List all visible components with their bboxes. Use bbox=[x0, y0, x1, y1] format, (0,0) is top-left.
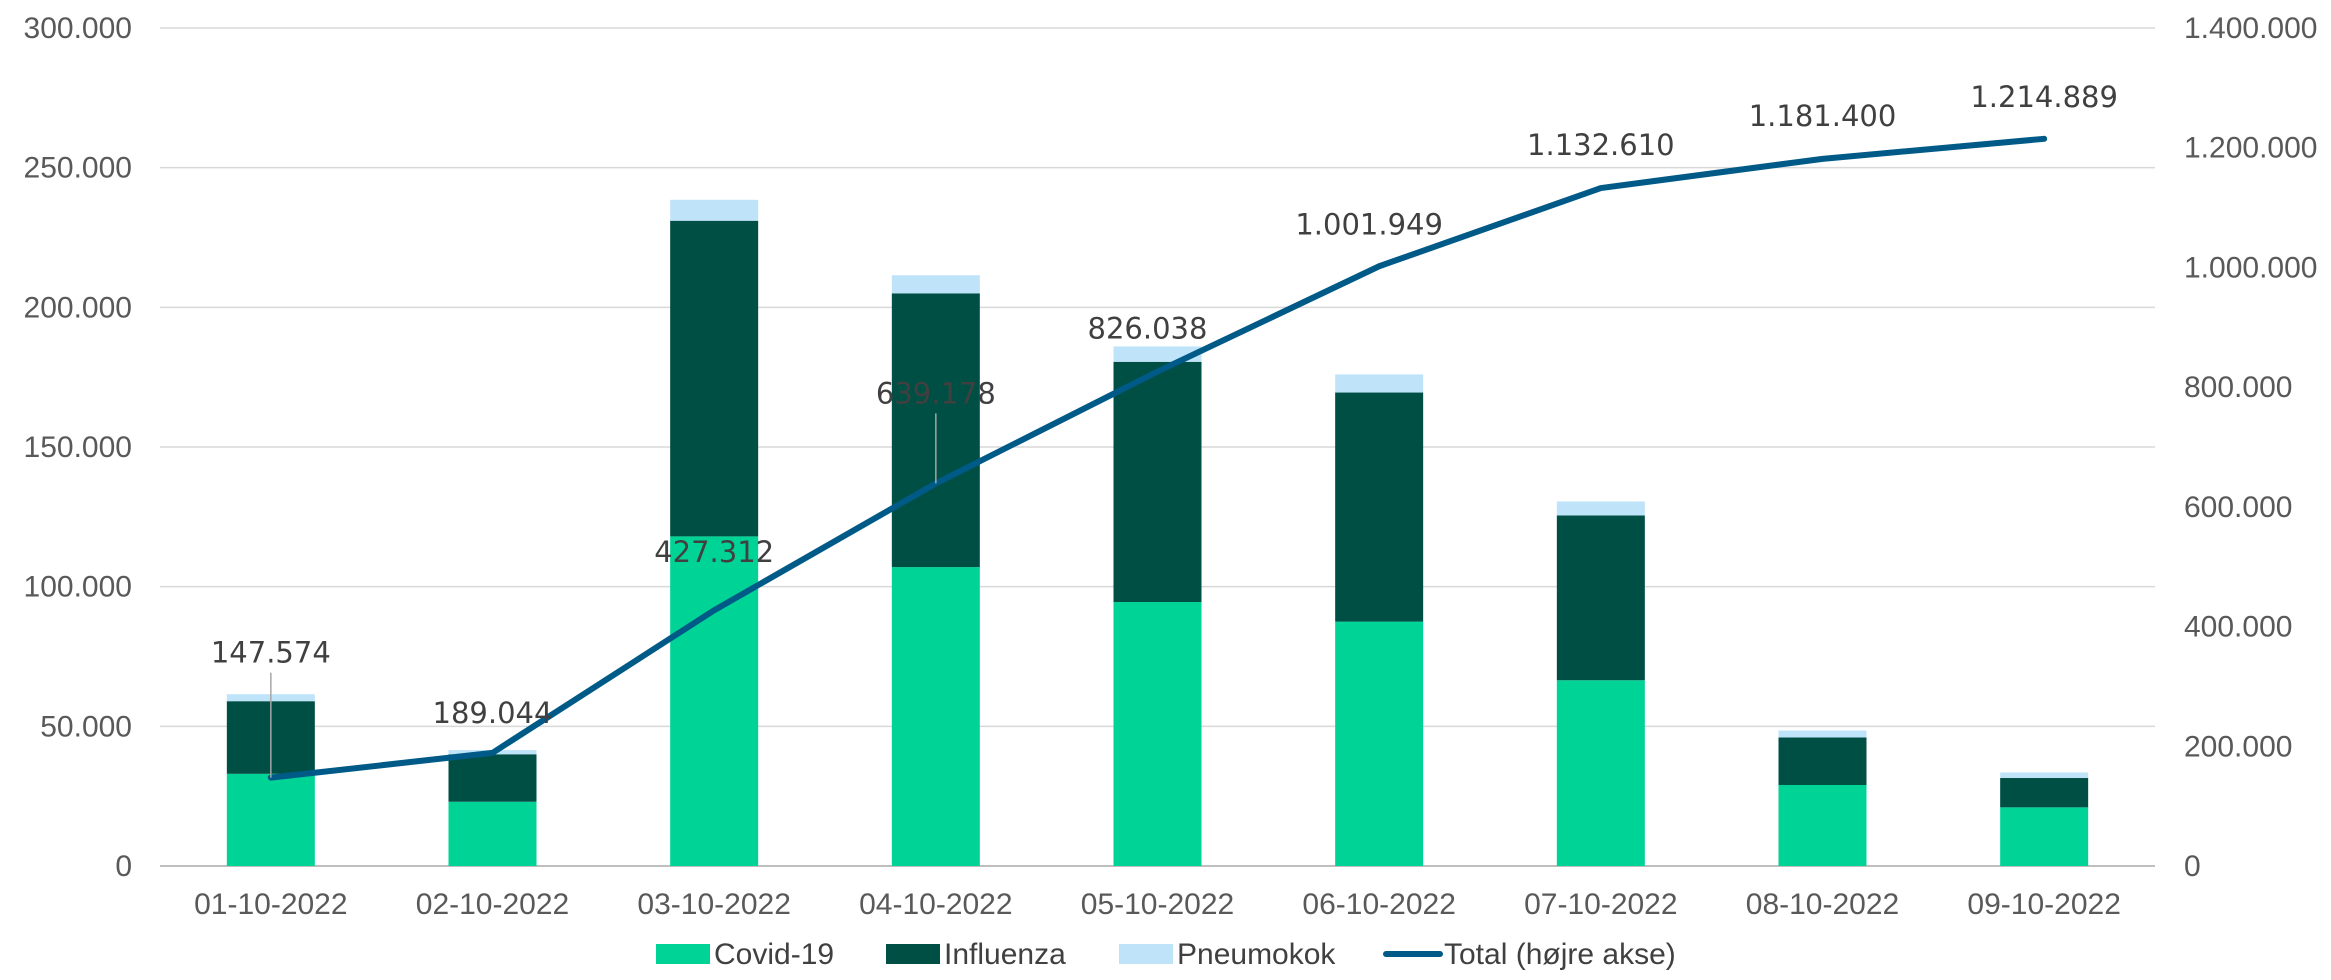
bar-covid-19 bbox=[1556, 680, 1645, 866]
bar-influenza bbox=[1778, 737, 1867, 785]
total-data-label: 1.214.889 bbox=[1970, 80, 2118, 114]
legend-swatch bbox=[886, 944, 940, 964]
legend-label: Total (højre akse) bbox=[1444, 938, 1676, 971]
bar-influenza bbox=[448, 754, 537, 802]
bar-pneumokok bbox=[2000, 772, 2089, 779]
left-tick-label: 150.000 bbox=[24, 431, 132, 464]
right-tick-label: 1.000.000 bbox=[2184, 251, 2317, 284]
right-tick-label: 1.200.000 bbox=[2184, 132, 2317, 165]
bar-covid-19 bbox=[1113, 602, 1202, 866]
x-axis-ticks: 01-10-2022 02-10-2022 03-10-2022 04-10-2022… bbox=[194, 888, 2121, 921]
x-tick-label: 02-10-2022 bbox=[416, 888, 569, 921]
total-data-label: 639.178 bbox=[876, 376, 996, 410]
total-line-layer bbox=[267, 135, 2048, 781]
legend-swatch bbox=[656, 944, 710, 964]
bar-pneumokok bbox=[1335, 374, 1424, 393]
x-tick-label: 06-10-2022 bbox=[1302, 888, 1455, 921]
right-tick-label: 600.000 bbox=[2184, 491, 2292, 524]
bar-influenza bbox=[1113, 361, 1202, 603]
bar-pneumokok bbox=[891, 275, 980, 294]
x-tick-label: 01-10-2022 bbox=[194, 888, 347, 921]
legend-swatch bbox=[1119, 944, 1173, 964]
x-tick-label: 03-10-2022 bbox=[637, 888, 790, 921]
bar-covid-19 bbox=[670, 536, 759, 866]
bar-influenza bbox=[2000, 778, 2089, 808]
total-line bbox=[267, 135, 2048, 781]
bar-influenza bbox=[1556, 515, 1645, 681]
right-tick-label: 1.400.000 bbox=[2184, 12, 2317, 45]
x-tick-label: 08-10-2022 bbox=[1746, 888, 1899, 921]
left-tick-label: 250.000 bbox=[24, 152, 132, 185]
right-tick-label: 0 bbox=[2184, 850, 2201, 883]
total-data-label: 826.038 bbox=[1088, 312, 1208, 346]
right-tick-label: 400.000 bbox=[2184, 611, 2292, 644]
bars bbox=[226, 199, 2089, 866]
bar-covid-19 bbox=[891, 567, 980, 866]
total-data-label: 1.181.400 bbox=[1749, 99, 1897, 133]
x-tick-label: 04-10-2022 bbox=[859, 888, 1012, 921]
bar-covid-19 bbox=[1778, 784, 1867, 866]
left-tick-label: 100.000 bbox=[24, 571, 132, 604]
total-data-label: 1.001.949 bbox=[1295, 207, 1443, 241]
bar-influenza bbox=[1335, 392, 1424, 622]
left-tick-label: 300.000 bbox=[24, 12, 132, 45]
total-data-label: 189.044 bbox=[433, 696, 553, 730]
total-data-labels: 147.574 189.044 427.312 639.178 826.038 1.001… bbox=[211, 80, 2118, 778]
total-data-label: 147.574 bbox=[211, 636, 331, 670]
x-tick-label: 05-10-2022 bbox=[1081, 888, 1234, 921]
bar-pneumokok bbox=[1778, 730, 1867, 738]
bar-pneumokok bbox=[670, 199, 759, 221]
total-data-label: 427.312 bbox=[654, 535, 774, 569]
bar-covid-19 bbox=[1335, 621, 1424, 866]
bar-pneumokok bbox=[1556, 501, 1645, 516]
left-tick-label: 0 bbox=[115, 850, 132, 883]
legend-label: Covid-19 bbox=[714, 938, 834, 971]
bar-influenza bbox=[670, 220, 759, 537]
left-tick-label: 50.000 bbox=[40, 710, 132, 743]
total-data-label: 1.132.610 bbox=[1527, 128, 1675, 162]
legend: Covid-19 Influenza Pneumokok Total (højre a… bbox=[656, 938, 1676, 971]
left-tick-label: 200.000 bbox=[24, 291, 132, 324]
bar-covid-19 bbox=[2000, 807, 2089, 866]
right-tick-label: 200.000 bbox=[2184, 730, 2292, 763]
right-axis-ticks: 0 200.000 400.000 600.000 800.000 1.000.000 1.… bbox=[2184, 12, 2317, 883]
x-tick-label: 09-10-2022 bbox=[1967, 888, 2120, 921]
right-tick-label: 800.000 bbox=[2184, 371, 2292, 404]
left-axis-ticks: 0 50.000 100.000 150.000 200.000 250.000 300.0… bbox=[24, 12, 132, 883]
legend-label: Influenza bbox=[944, 938, 1066, 971]
bar-covid-19 bbox=[226, 773, 315, 866]
legend-label: Pneumokok bbox=[1177, 938, 1336, 971]
bar-covid-19 bbox=[448, 801, 537, 866]
x-tick-label: 07-10-2022 bbox=[1524, 888, 1677, 921]
